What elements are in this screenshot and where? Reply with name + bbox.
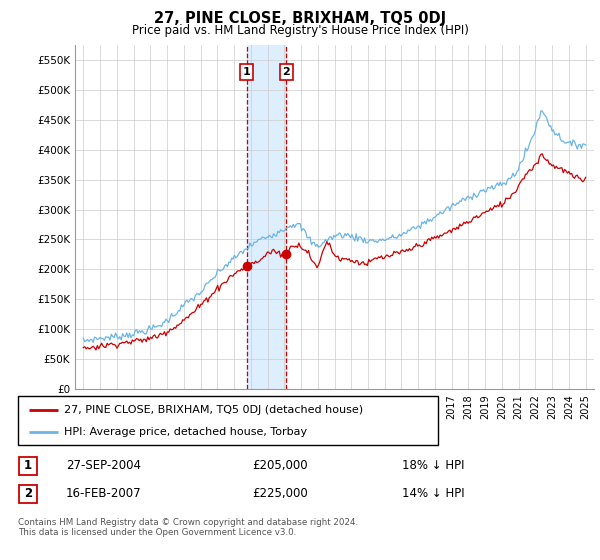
Text: 1: 1 <box>24 459 32 473</box>
Text: 2: 2 <box>24 487 32 501</box>
Text: 27, PINE CLOSE, BRIXHAM, TQ5 0DJ (detached house): 27, PINE CLOSE, BRIXHAM, TQ5 0DJ (detach… <box>64 405 364 415</box>
Text: 18% ↓ HPI: 18% ↓ HPI <box>402 459 464 473</box>
Text: HPI: Average price, detached house, Torbay: HPI: Average price, detached house, Torb… <box>64 427 307 437</box>
Text: 27, PINE CLOSE, BRIXHAM, TQ5 0DJ: 27, PINE CLOSE, BRIXHAM, TQ5 0DJ <box>154 11 446 26</box>
Text: Price paid vs. HM Land Registry's House Price Index (HPI): Price paid vs. HM Land Registry's House … <box>131 24 469 36</box>
Text: £205,000: £205,000 <box>252 459 308 473</box>
Bar <box>247 45 286 389</box>
Text: £225,000: £225,000 <box>252 487 308 501</box>
Text: 14% ↓ HPI: 14% ↓ HPI <box>402 487 464 501</box>
Text: 2: 2 <box>283 67 290 77</box>
Text: 16-FEB-2007: 16-FEB-2007 <box>66 487 142 501</box>
Text: 27-SEP-2004: 27-SEP-2004 <box>66 459 141 473</box>
Text: 1: 1 <box>243 67 250 77</box>
Text: Contains HM Land Registry data © Crown copyright and database right 2024.
This d: Contains HM Land Registry data © Crown c… <box>18 518 358 538</box>
